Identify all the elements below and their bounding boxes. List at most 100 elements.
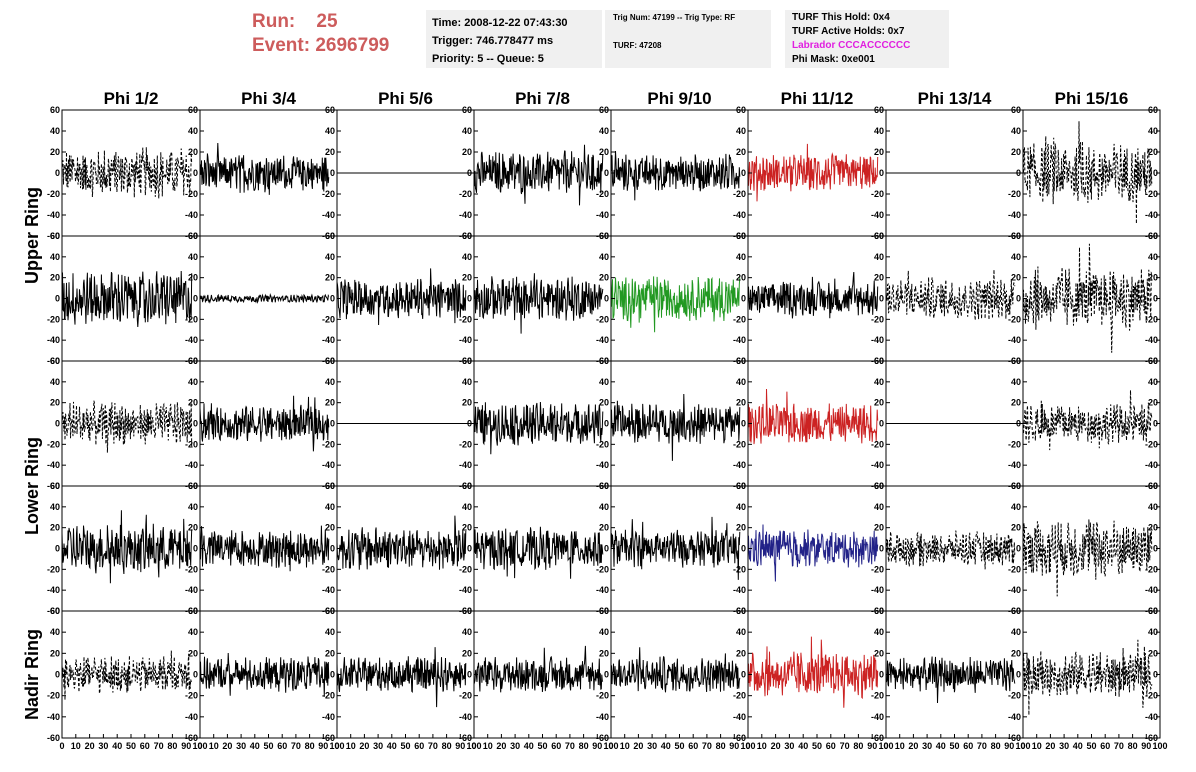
y-tick-label: -20 <box>871 314 884 324</box>
x-tick-label: 90 <box>1141 741 1151 751</box>
y-tick-label: 40 <box>50 377 60 387</box>
y-tick-label: 40 <box>1011 627 1021 637</box>
x-tick-label: 30 <box>510 741 520 751</box>
y-tick-label: 20 <box>188 648 198 658</box>
column-title: Phi 3/4 <box>241 89 296 108</box>
waveform-trace <box>61 400 193 453</box>
waveform-trace <box>885 530 1016 570</box>
y-tick-label: 0 <box>55 168 60 178</box>
y-tick-label: -40 <box>596 460 609 470</box>
x-tick-label: 30 <box>373 741 383 751</box>
y-tick-label: 20 <box>188 398 198 408</box>
y-tick-label: 20 <box>736 147 746 157</box>
y-tick-label: -20 <box>871 564 884 574</box>
y-tick-label: 60 <box>1148 481 1158 491</box>
y-tick-label: -20 <box>596 564 609 574</box>
y-tick-label: -40 <box>1008 712 1021 722</box>
y-tick-label: -20 <box>1145 564 1158 574</box>
y-tick-label: -60 <box>596 733 609 743</box>
y-tick-label: -40 <box>596 585 609 595</box>
y-tick-label: -40 <box>322 210 335 220</box>
y-tick-label: 0 <box>1016 419 1021 429</box>
y-tick-label: -60 <box>871 733 884 743</box>
y-tick-label: -20 <box>47 564 60 574</box>
x-tick-label: 30 <box>647 741 657 751</box>
x-tick-label: 20 <box>771 741 781 751</box>
y-tick-label: -40 <box>459 585 472 595</box>
x-tick-label: 50 <box>812 741 822 751</box>
waveform-trace <box>610 516 741 580</box>
y-tick-label: -20 <box>322 691 335 701</box>
x-tick-label: 40 <box>936 741 946 751</box>
y-tick-label: -40 <box>871 210 884 220</box>
y-tick-label: 60 <box>599 481 609 491</box>
y-tick-label: 60 <box>1011 481 1021 491</box>
y-tick-label: 0 <box>604 168 609 178</box>
y-tick-label: 0 <box>330 294 335 304</box>
waveform-trace <box>610 276 741 333</box>
x-tick-label: 50 <box>263 741 273 751</box>
y-tick-label: 20 <box>1011 273 1021 283</box>
y-tick-label: 60 <box>325 481 335 491</box>
y-tick-label: -40 <box>733 335 746 345</box>
x-tick-label: 40 <box>1073 741 1083 751</box>
y-tick-label: 20 <box>736 648 746 658</box>
y-tick-label: 40 <box>50 502 60 512</box>
x-tick-label: 0 <box>745 741 750 751</box>
y-tick-label: 60 <box>50 481 60 491</box>
y-tick-label: 20 <box>50 523 60 533</box>
y-tick-label: 40 <box>874 502 884 512</box>
y-tick-label: 40 <box>188 377 198 387</box>
y-tick-label: -20 <box>1008 189 1021 199</box>
y-tick-label: 60 <box>874 231 884 241</box>
y-tick-label: 60 <box>874 606 884 616</box>
y-tick-label: 40 <box>1148 252 1158 262</box>
y-tick-label: 0 <box>1016 294 1021 304</box>
y-tick-label: 60 <box>462 231 472 241</box>
y-tick-label: 40 <box>736 252 746 262</box>
y-tick-label: -40 <box>459 335 472 345</box>
y-tick-label: 40 <box>1148 126 1158 136</box>
y-tick-label: 0 <box>330 544 335 554</box>
waveform-trace <box>473 144 604 206</box>
y-tick-label: 0 <box>467 419 472 429</box>
x-tick-label: 20 <box>359 741 369 751</box>
y-tick-label: 20 <box>462 648 472 658</box>
y-tick-label: 40 <box>50 252 60 262</box>
y-tick-label: 40 <box>736 126 746 136</box>
x-tick-label: 100 <box>192 741 207 751</box>
y-tick-label: 0 <box>879 168 884 178</box>
x-tick-label: 40 <box>250 741 260 751</box>
y-tick-label: 0 <box>193 168 198 178</box>
y-tick-label: 0 <box>55 294 60 304</box>
y-tick-label: -20 <box>185 439 198 449</box>
y-tick-label: -60 <box>185 733 198 743</box>
x-tick-label: 40 <box>661 741 671 751</box>
y-tick-label: -60 <box>47 231 60 241</box>
waveform-trace <box>473 401 604 455</box>
y-tick-label: 60 <box>736 356 746 366</box>
x-tick-label: 70 <box>154 741 164 751</box>
ring-label: Lower Ring <box>22 437 42 535</box>
y-tick-label: -20 <box>185 189 198 199</box>
y-tick-label: -40 <box>1008 210 1021 220</box>
turf-active-text: TURF Active Holds: 0x7 <box>792 26 905 37</box>
y-tick-label: 20 <box>1148 273 1158 283</box>
y-tick-label: -20 <box>185 564 198 574</box>
y-tick-label: 40 <box>874 377 884 387</box>
y-tick-label: 20 <box>736 398 746 408</box>
trig-num-text: Trig Num: 47199 -- Trig Type: RF <box>613 13 736 22</box>
x-tick-label: 10 <box>71 741 81 751</box>
waveform-trace <box>61 270 193 328</box>
y-tick-label: -20 <box>596 189 609 199</box>
y-tick-label: -40 <box>596 712 609 722</box>
y-tick-label: 20 <box>1011 398 1021 408</box>
y-tick-label: 60 <box>874 481 884 491</box>
y-tick-label: -60 <box>47 356 60 366</box>
waveform-trace <box>61 510 193 584</box>
x-tick-label: 100 <box>1152 741 1167 751</box>
x-tick-label: 40 <box>798 741 808 751</box>
y-tick-label: 60 <box>325 606 335 616</box>
y-tick-label: 60 <box>462 105 472 115</box>
y-tick-label: -20 <box>871 189 884 199</box>
